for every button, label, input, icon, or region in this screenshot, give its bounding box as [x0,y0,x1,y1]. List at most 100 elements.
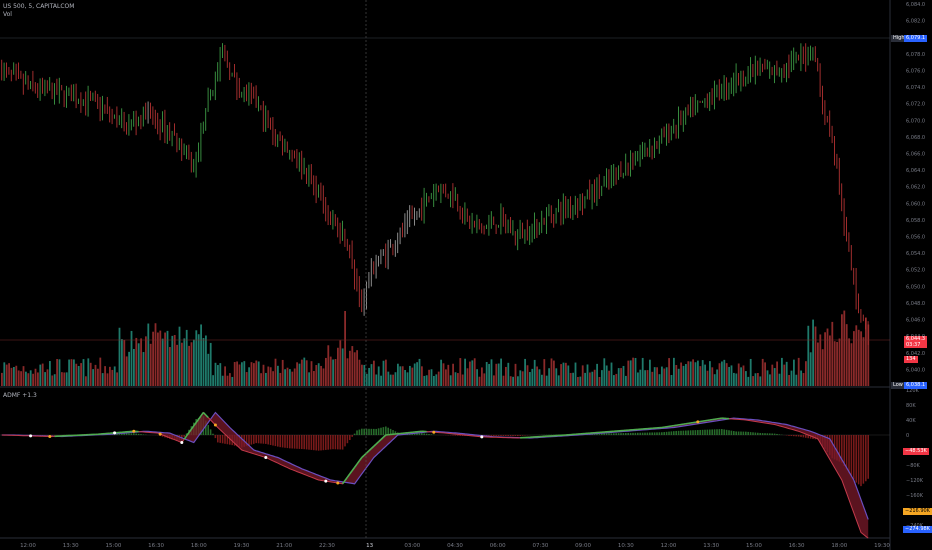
price-tick-label: 6,056.0 [906,235,925,241]
volume-bar [557,375,560,386]
volume-bar [785,361,788,386]
admf-histogram-bar [51,435,53,436]
price-candles[interactable] [1,43,869,345]
volume-bar [661,366,663,386]
volume-bar [843,310,846,386]
volume-bar [10,367,13,386]
volume-bar [646,370,649,386]
volume-bar [334,358,337,386]
volume-bar [641,357,644,386]
volume-bar [533,359,536,386]
admf-histogram-bar [733,431,735,435]
admf-histogram-bar [346,435,349,444]
volume-bar [145,336,147,386]
volume-bar [195,330,198,386]
admf-histogram-bar [289,435,291,449]
volume-bar [281,359,284,386]
admf-histogram-bar [219,435,221,443]
admf-histogram-bar [279,435,281,448]
volume-bar [337,347,339,386]
volume-bar [397,363,399,386]
volume-bar [418,358,421,386]
admf-up-segment [346,473,351,478]
admf-histogram-bar [44,435,46,436]
admf-histogram-bar [737,431,740,435]
volume-bar [718,363,721,386]
volume-bar [413,363,416,386]
admf-signal-badge: −216.90K [903,508,932,515]
volume-bar [137,343,140,386]
volume-legend[interactable]: Vol [3,11,12,18]
volume-bar [267,366,270,386]
admf-histogram-bar [296,435,298,449]
volume-bar [821,349,824,386]
volume-bar [327,345,330,386]
volume-bar [615,373,618,386]
admf-histogram-bar [509,435,512,437]
admf-up-segment [380,436,384,441]
time-tick-label: 19:30 [874,543,890,549]
volume-bar [202,338,205,386]
admf-histogram-bar [665,431,668,435]
volume-bar [481,367,483,386]
admf-histogram-bar [490,435,493,437]
admf-up-segment [375,441,380,445]
admf-histogram-bar [517,435,519,437]
indicator-tick-label: −120K [906,478,924,484]
volume-bar [783,364,786,386]
volume-bar [320,365,322,386]
volume-bar [190,342,193,386]
admf-histogram-bar [394,431,397,435]
time-scale[interactable]: 12:00 13:30 15:00 16:30 18:00 19:30 21:00 22:30… [20,543,890,549]
admf-signal-line[interactable] [1,411,869,520]
admf-histogram-bar [843,435,845,467]
volume-bar [634,357,637,386]
volume-bar [673,357,675,386]
indicator-legend[interactable]: ADMF +1.3 [3,392,37,399]
volume-bar [296,362,298,386]
admf-indicator[interactable] [0,411,890,539]
admf-histogram-bar [135,433,137,435]
admf-histogram-bar [778,434,781,435]
admf-histogram-bar [747,431,749,435]
volume-bar [807,325,810,386]
admf-histogram-bar [265,435,267,444]
symbol-legend[interactable]: US 500, 5, CAPITALCOM [3,3,75,10]
volume-bar [826,328,829,386]
admf-histogram-bar [701,429,704,435]
admf-histogram-bar [764,433,766,435]
volume-bar [721,361,723,386]
volume-bar [543,359,546,386]
volume-bar [704,364,706,386]
volume-bar [567,365,570,386]
volume-bar [80,363,82,386]
admf-up-segment [341,479,346,485]
price-scale[interactable]: 6,084.06,082.06,080.06,078.06,076.06,074… [906,2,925,390]
volume-bar [449,375,452,386]
admf-histogram-bar [615,433,617,435]
admf-histogram-bar [682,430,685,435]
last-price-badge: 6,044.3 03:37 [904,336,928,348]
volume-bar [800,370,802,386]
admf-histogram-bar [716,429,718,435]
admf-histogram-bar [850,435,853,476]
volume-bar [788,374,790,386]
high-label: High [893,35,905,41]
admf-histogram-bar [668,431,670,435]
admf-histogram-bar [361,428,363,435]
volume-bar [442,363,445,386]
volume-bar [73,359,75,386]
admf-histogram-bar [761,433,764,435]
admf-histogram-bar [298,435,301,449]
price-tick-label: 6,052.0 [906,268,925,274]
volume-bar [495,363,498,386]
admf-up-segment [382,434,387,438]
indicator-tick-label: 120K [906,388,920,394]
volume-bar [183,338,186,386]
admf-histogram-bar [697,430,699,435]
admf-histogram-bar [759,432,761,435]
admf-histogram-bar [363,428,365,435]
volume-bar [226,375,229,386]
volume-bar [421,366,423,386]
